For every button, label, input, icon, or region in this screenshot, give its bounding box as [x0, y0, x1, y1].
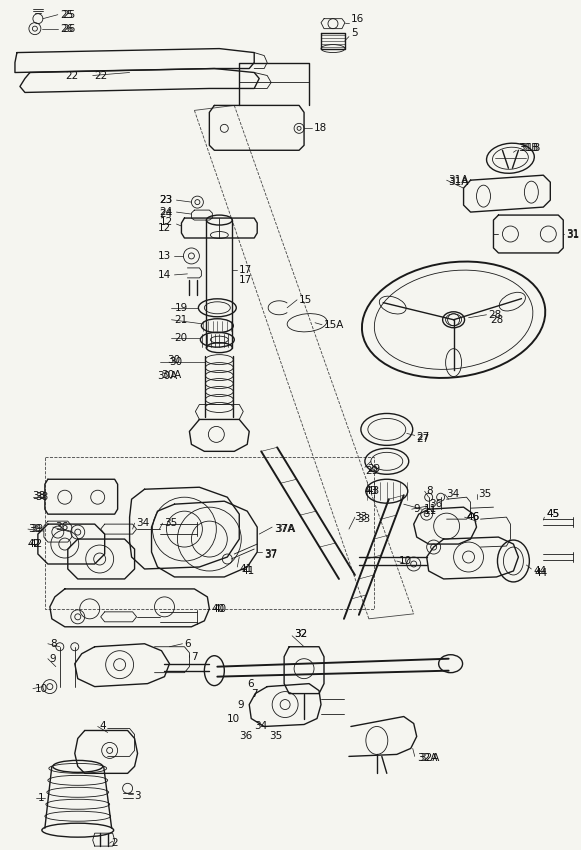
Text: 32: 32: [294, 629, 307, 639]
Text: 3: 3: [135, 791, 141, 802]
Text: 38: 38: [32, 491, 45, 501]
Text: 30: 30: [170, 357, 182, 366]
Text: 21: 21: [174, 314, 188, 325]
Text: 20: 20: [174, 332, 188, 343]
Text: 44: 44: [535, 568, 548, 578]
Text: 18: 18: [314, 123, 327, 133]
Text: 42: 42: [30, 539, 43, 549]
Text: 44: 44: [533, 566, 547, 576]
Text: 11: 11: [424, 506, 437, 516]
Text: 38: 38: [35, 492, 48, 502]
Text: 17: 17: [239, 275, 253, 285]
Text: 9: 9: [50, 654, 56, 664]
Text: 33: 33: [357, 514, 370, 524]
Text: 36: 36: [429, 499, 442, 509]
Text: 46: 46: [467, 513, 480, 522]
Text: 35: 35: [269, 732, 282, 741]
Text: 46: 46: [467, 513, 480, 522]
Text: 40: 40: [213, 604, 227, 614]
Text: 31: 31: [566, 230, 579, 240]
Text: 30A: 30A: [162, 370, 182, 380]
Text: 39: 39: [28, 524, 41, 534]
Text: 37A: 37A: [275, 524, 296, 534]
Text: 25: 25: [62, 9, 75, 20]
Text: 22: 22: [65, 71, 78, 81]
Text: 24: 24: [160, 209, 173, 219]
Text: 31A: 31A: [449, 177, 469, 187]
Text: 31B: 31B: [518, 144, 539, 153]
Text: 9: 9: [237, 700, 244, 710]
Text: 31: 31: [566, 229, 579, 239]
Text: 42: 42: [28, 539, 41, 549]
Text: 8: 8: [50, 638, 56, 649]
Text: 6: 6: [248, 678, 254, 689]
Text: 17: 17: [239, 265, 253, 275]
Text: 35: 35: [479, 490, 492, 499]
Text: 16: 16: [351, 14, 364, 24]
Text: 37A: 37A: [274, 524, 295, 534]
Text: 43: 43: [365, 486, 378, 496]
Text: 12: 12: [160, 217, 173, 227]
Text: 19: 19: [174, 303, 188, 313]
Text: 6: 6: [184, 638, 191, 649]
Text: 10: 10: [35, 683, 48, 694]
Text: 28: 28: [489, 309, 502, 320]
Text: 1: 1: [38, 793, 45, 803]
Text: 22: 22: [95, 71, 108, 81]
Text: 23: 23: [160, 196, 173, 205]
Text: 32A: 32A: [419, 753, 439, 763]
Text: 10: 10: [227, 713, 241, 723]
Text: 10: 10: [399, 556, 412, 566]
Text: 43: 43: [367, 486, 380, 496]
Bar: [45, 457, 374, 609]
Text: 36: 36: [55, 522, 68, 532]
Text: 34: 34: [137, 518, 150, 528]
Text: 45: 45: [546, 509, 560, 519]
Text: 8: 8: [426, 486, 433, 496]
Text: 24: 24: [160, 207, 173, 217]
Text: 31B: 31B: [521, 144, 541, 153]
Text: 35: 35: [164, 518, 178, 528]
Text: 41: 41: [241, 566, 254, 576]
Text: 13: 13: [157, 251, 171, 261]
Text: 27: 27: [417, 434, 430, 445]
Text: 11: 11: [424, 504, 437, 514]
Text: 14: 14: [157, 270, 171, 280]
Text: 32A: 32A: [417, 753, 437, 763]
Text: 15: 15: [299, 295, 313, 305]
Text: 45: 45: [546, 509, 560, 519]
Text: 41: 41: [239, 564, 253, 574]
Text: 29: 29: [367, 464, 380, 474]
Text: 30: 30: [167, 354, 181, 365]
Text: 25: 25: [60, 9, 73, 20]
Text: 26: 26: [60, 24, 73, 34]
Text: 36: 36: [239, 732, 253, 741]
Text: 27: 27: [417, 433, 430, 442]
Text: 5: 5: [351, 28, 357, 37]
Text: 31A: 31A: [449, 175, 469, 185]
Text: 23: 23: [160, 196, 173, 205]
Text: 37: 37: [264, 549, 278, 559]
Text: 4: 4: [100, 722, 106, 732]
Text: 9: 9: [414, 504, 420, 514]
Text: 26: 26: [62, 24, 75, 34]
Text: 2: 2: [112, 838, 119, 848]
Text: 28: 28: [490, 314, 504, 325]
Text: 12: 12: [157, 223, 171, 233]
Text: 29: 29: [365, 467, 378, 476]
Text: 7: 7: [191, 652, 198, 661]
Text: 40: 40: [211, 604, 224, 614]
Text: 34: 34: [447, 490, 460, 499]
Text: 33: 33: [354, 513, 367, 522]
Text: 37: 37: [264, 550, 278, 560]
Text: 34: 34: [254, 722, 267, 732]
Text: 30A: 30A: [157, 371, 178, 381]
Text: 15A: 15A: [324, 320, 345, 330]
Text: 39: 39: [30, 524, 43, 534]
Text: 32: 32: [294, 629, 307, 639]
Text: 7: 7: [251, 688, 258, 699]
